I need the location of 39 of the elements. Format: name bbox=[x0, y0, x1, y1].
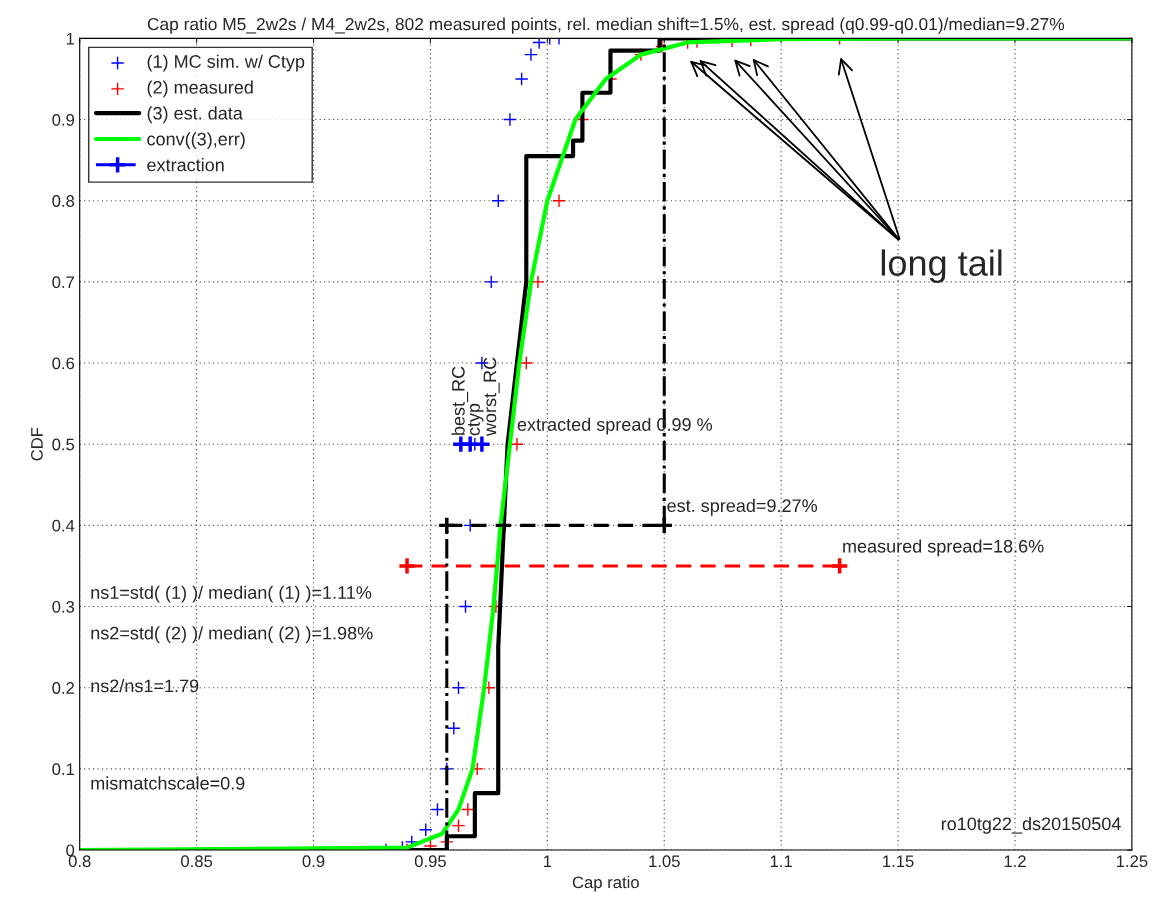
y-tick-label: 0.3 bbox=[52, 600, 75, 613]
chart-title: Cap ratio M5_2w2s / M4_2w2s, 802 measured points, rel. median shift=1.5%, est. spread (q0.99-q0.01)/median=9.27% bbox=[147, 17, 1065, 34]
y-tick-label: 1 bbox=[66, 32, 75, 45]
x-tick-label: 1.25 bbox=[1116, 855, 1148, 868]
annotation: worst_RC bbox=[483, 357, 500, 437]
x-tick-label: 1.15 bbox=[883, 855, 914, 868]
y-tick-label: 0.4 bbox=[52, 519, 75, 532]
x-tick-label: 0.95 bbox=[414, 855, 446, 868]
y-tick-label: 0 bbox=[66, 844, 75, 857]
annotation: est. spread=9.27% bbox=[667, 498, 818, 516]
annotation: ns2=std( (2) )/ median( (2) )=1.98% bbox=[91, 626, 373, 644]
x-tick-label: 1.2 bbox=[1004, 855, 1026, 867]
annotation: mismatchscale=0.9 bbox=[91, 776, 245, 790]
y-tick-label: 0.8 bbox=[52, 195, 75, 207]
annotation: ns2/ns1=1.79 bbox=[91, 678, 199, 693]
x-tick-label: 0.9 bbox=[302, 855, 325, 868]
x-tick-label: 1 bbox=[543, 855, 552, 867]
annotation: best_RC bbox=[451, 366, 469, 435]
y-tick-label: 0.6 bbox=[52, 357, 75, 370]
legend-label: (2) measured bbox=[147, 80, 253, 98]
y-tick-label: 0.1 bbox=[52, 763, 75, 776]
x-tick-label: 0.85 bbox=[181, 855, 213, 868]
annotation: ro10tg22_ds20150504 bbox=[941, 816, 1121, 834]
x-axis-title: Cap ratio bbox=[572, 875, 639, 892]
y-axis-title: CDF bbox=[31, 427, 43, 461]
x-tick-label: 1.05 bbox=[649, 855, 680, 868]
legend-label: extraction bbox=[147, 158, 224, 172]
y-tick-label: 0.2 bbox=[52, 682, 74, 694]
legend-label: conv((3),err) bbox=[147, 132, 245, 150]
annotation: long tail bbox=[881, 249, 1002, 284]
y-tick-label: 0.5 bbox=[52, 438, 75, 451]
annotation: measured spread=18.6% bbox=[843, 539, 1044, 557]
annotation: ctyp bbox=[468, 403, 484, 436]
y-tick-label: 0.9 bbox=[52, 113, 75, 126]
legend-label: (1) MC sim. w/ Ctyp bbox=[147, 54, 305, 72]
x-tick-label: 1.1 bbox=[770, 855, 792, 867]
legend-label: (3) est. data bbox=[147, 106, 243, 124]
y-tick-label: 0.7 bbox=[52, 276, 74, 289]
annotation: ns1=std( (1) )/ median( (1) )=1.11% bbox=[91, 585, 372, 603]
